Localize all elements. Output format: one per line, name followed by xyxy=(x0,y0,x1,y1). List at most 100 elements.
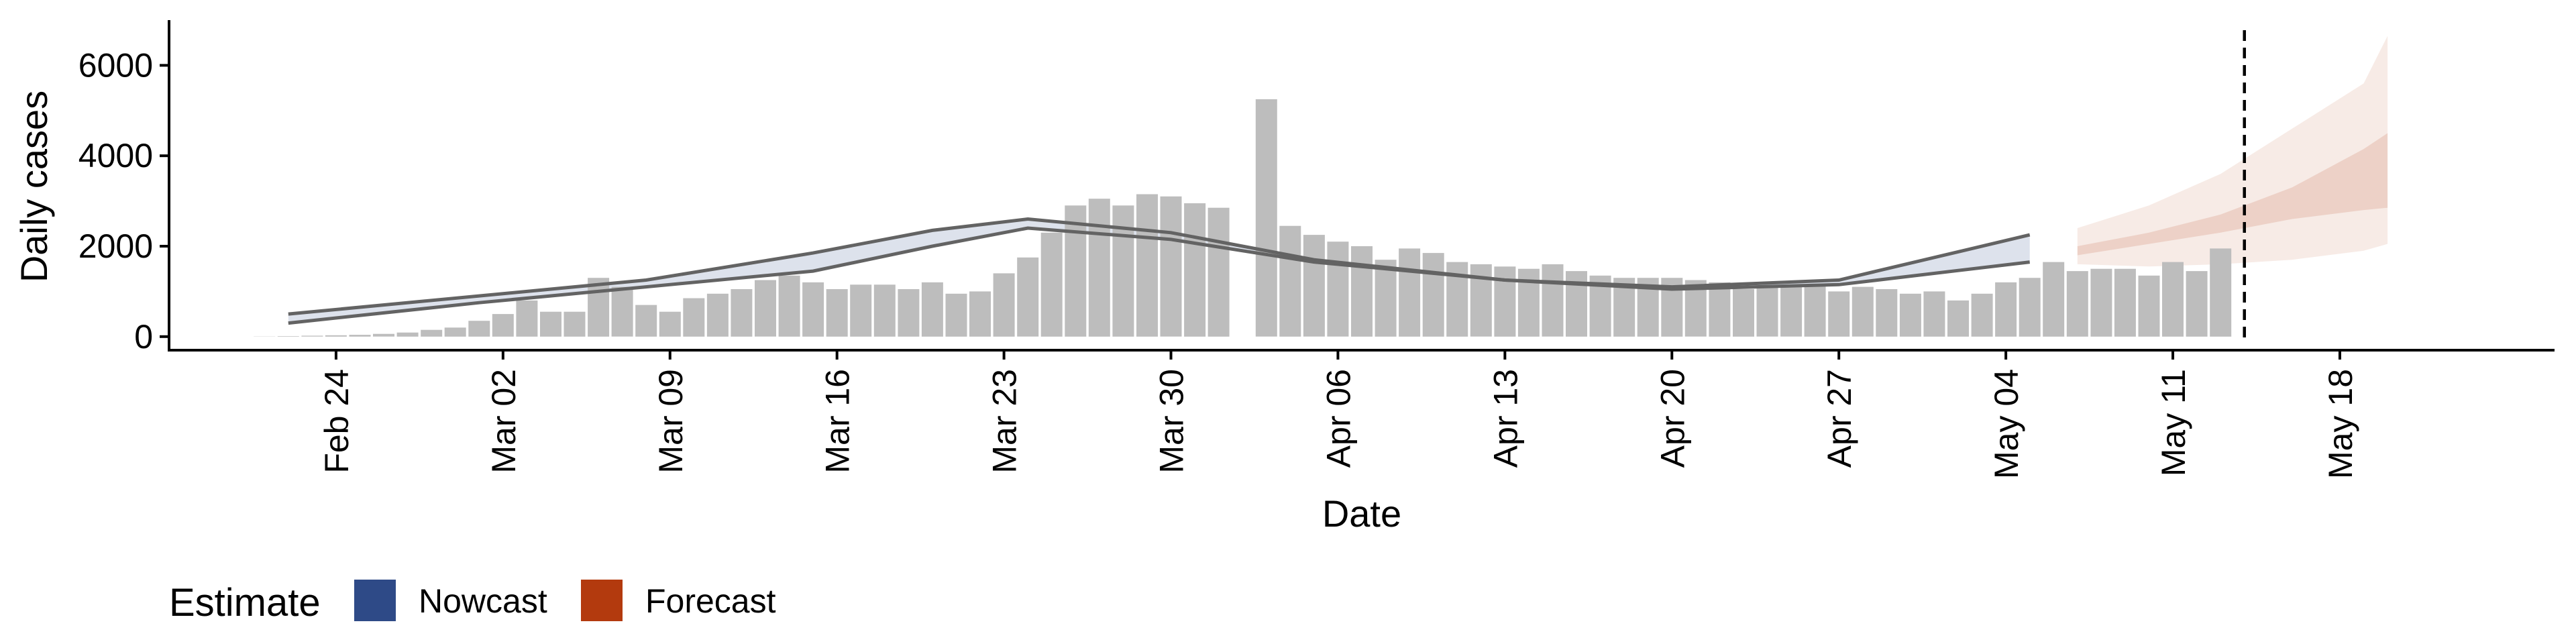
legend-label-nowcast: Nowcast xyxy=(419,582,547,620)
observed-bar xyxy=(1733,289,1754,337)
x-tick-label: Mar 09 xyxy=(652,369,690,474)
observed-bar xyxy=(564,311,586,337)
observed-bar xyxy=(755,280,776,337)
observed-bar xyxy=(588,278,610,337)
observed-bar xyxy=(444,327,466,337)
observed-bar xyxy=(945,293,967,337)
observed-bar xyxy=(2186,271,2208,337)
observed-bar xyxy=(1375,260,1397,337)
observed-bar xyxy=(540,311,561,337)
observed-bar xyxy=(373,333,394,337)
x-tick-label: Apr 06 xyxy=(1320,369,1357,468)
observed-bar xyxy=(301,335,323,337)
x-tick-label: May 18 xyxy=(2322,369,2359,479)
observed-bar xyxy=(1327,241,1349,337)
legend-label-forecast: Forecast xyxy=(645,582,776,620)
observed-bar xyxy=(1017,257,1039,337)
observed-bar xyxy=(731,289,753,337)
observed-bar xyxy=(396,332,419,337)
y-tick-group: 0 2000 4000 6000 xyxy=(78,46,169,356)
observed-bar xyxy=(2162,262,2184,337)
observed-bar xyxy=(1542,264,1564,337)
observed-bar xyxy=(2114,268,2136,337)
observed-bar xyxy=(1422,253,1444,337)
legend: Estimate Nowcast Forecast xyxy=(169,580,776,625)
observed-bar xyxy=(2210,248,2232,337)
observed-bar xyxy=(969,291,991,337)
observed-bar xyxy=(2090,268,2112,337)
observed-bar xyxy=(635,305,657,337)
observed-bar xyxy=(1971,293,1993,337)
y-tick-label: 6000 xyxy=(78,46,153,84)
x-tick-label: Apr 13 xyxy=(1487,369,1524,468)
observed-bar xyxy=(1923,291,1945,337)
observed-bar xyxy=(1851,286,1874,337)
observed-bar xyxy=(1208,207,1230,337)
x-axis-title: Date xyxy=(1322,492,1401,535)
observed-bar xyxy=(468,321,490,337)
x-tick-label: Mar 02 xyxy=(485,369,523,474)
observed-bar xyxy=(993,273,1015,337)
observed-bar xyxy=(1709,282,1731,337)
observed-bar xyxy=(1494,266,1516,337)
observed-bar xyxy=(421,329,443,337)
observed-bar xyxy=(349,335,371,337)
observed-bar xyxy=(1876,289,1898,337)
axes-group xyxy=(168,20,2555,352)
observed-bar xyxy=(516,300,538,337)
observed-bar xyxy=(611,286,633,337)
observed-bar xyxy=(2043,262,2065,337)
observed-bar xyxy=(1065,205,1087,337)
legend-swatch-nowcast xyxy=(354,580,396,621)
observed-bar xyxy=(1756,286,1778,337)
observed-bar xyxy=(1351,246,1373,337)
observed-bar xyxy=(1804,284,1826,337)
observed-bar xyxy=(683,298,705,337)
observed-bar xyxy=(659,311,681,337)
observed-bar xyxy=(1184,203,1206,337)
x-tick-label: Apr 27 xyxy=(1821,369,1858,468)
observed-bar xyxy=(706,293,729,337)
observed-bar xyxy=(1255,99,1277,337)
x-tick-label: May 11 xyxy=(2155,369,2192,476)
forecast-outer-band xyxy=(2077,36,2388,267)
observed-bar xyxy=(1136,194,1158,337)
observed-bar xyxy=(826,289,848,337)
legend-title: Estimate xyxy=(169,581,321,625)
estimate-upper-line xyxy=(288,217,2031,316)
observed-bar xyxy=(2066,271,2088,337)
observed-bar xyxy=(1947,300,1969,337)
observed-bar xyxy=(2019,278,2041,337)
observed-bar xyxy=(277,336,299,337)
x-tick-label: Mar 30 xyxy=(1153,369,1191,474)
estimate-lines-group xyxy=(288,30,2246,339)
observed-bar xyxy=(778,275,800,337)
observed-bar xyxy=(898,289,920,337)
observed-bar xyxy=(1399,248,1421,337)
x-tick-group: Feb 24 Mar 02 Mar 09 Mar 16 Mar 23 Mar 30 Apr … xyxy=(318,350,2359,479)
observed-bar xyxy=(850,284,872,337)
y-tick-label: 0 xyxy=(134,318,153,356)
y-axis-title: Daily cases xyxy=(13,91,55,282)
y-tick-label: 4000 xyxy=(78,137,153,174)
x-tick-label: Apr 20 xyxy=(1654,369,1691,468)
observed-bar xyxy=(1088,199,1110,337)
observed-bars-group xyxy=(254,99,2232,337)
observed-bar xyxy=(1517,268,1540,337)
observed-bar xyxy=(325,335,347,337)
observed-bar xyxy=(802,282,824,337)
observed-bar xyxy=(1899,293,1921,337)
estimate-lower-line xyxy=(288,226,2030,325)
observed-bar xyxy=(873,284,896,337)
observed-bar xyxy=(1780,286,1803,337)
observed-bar xyxy=(1112,205,1134,337)
y-tick-label: 2000 xyxy=(78,227,153,265)
x-tick-label: Mar 23 xyxy=(986,369,1024,474)
observed-bar xyxy=(1828,291,1850,337)
observed-bar xyxy=(1160,196,1182,337)
observed-bar xyxy=(921,282,943,337)
observed-bar xyxy=(1566,271,1587,337)
observed-bar xyxy=(2138,275,2160,337)
x-tick-label: Mar 16 xyxy=(819,369,857,474)
